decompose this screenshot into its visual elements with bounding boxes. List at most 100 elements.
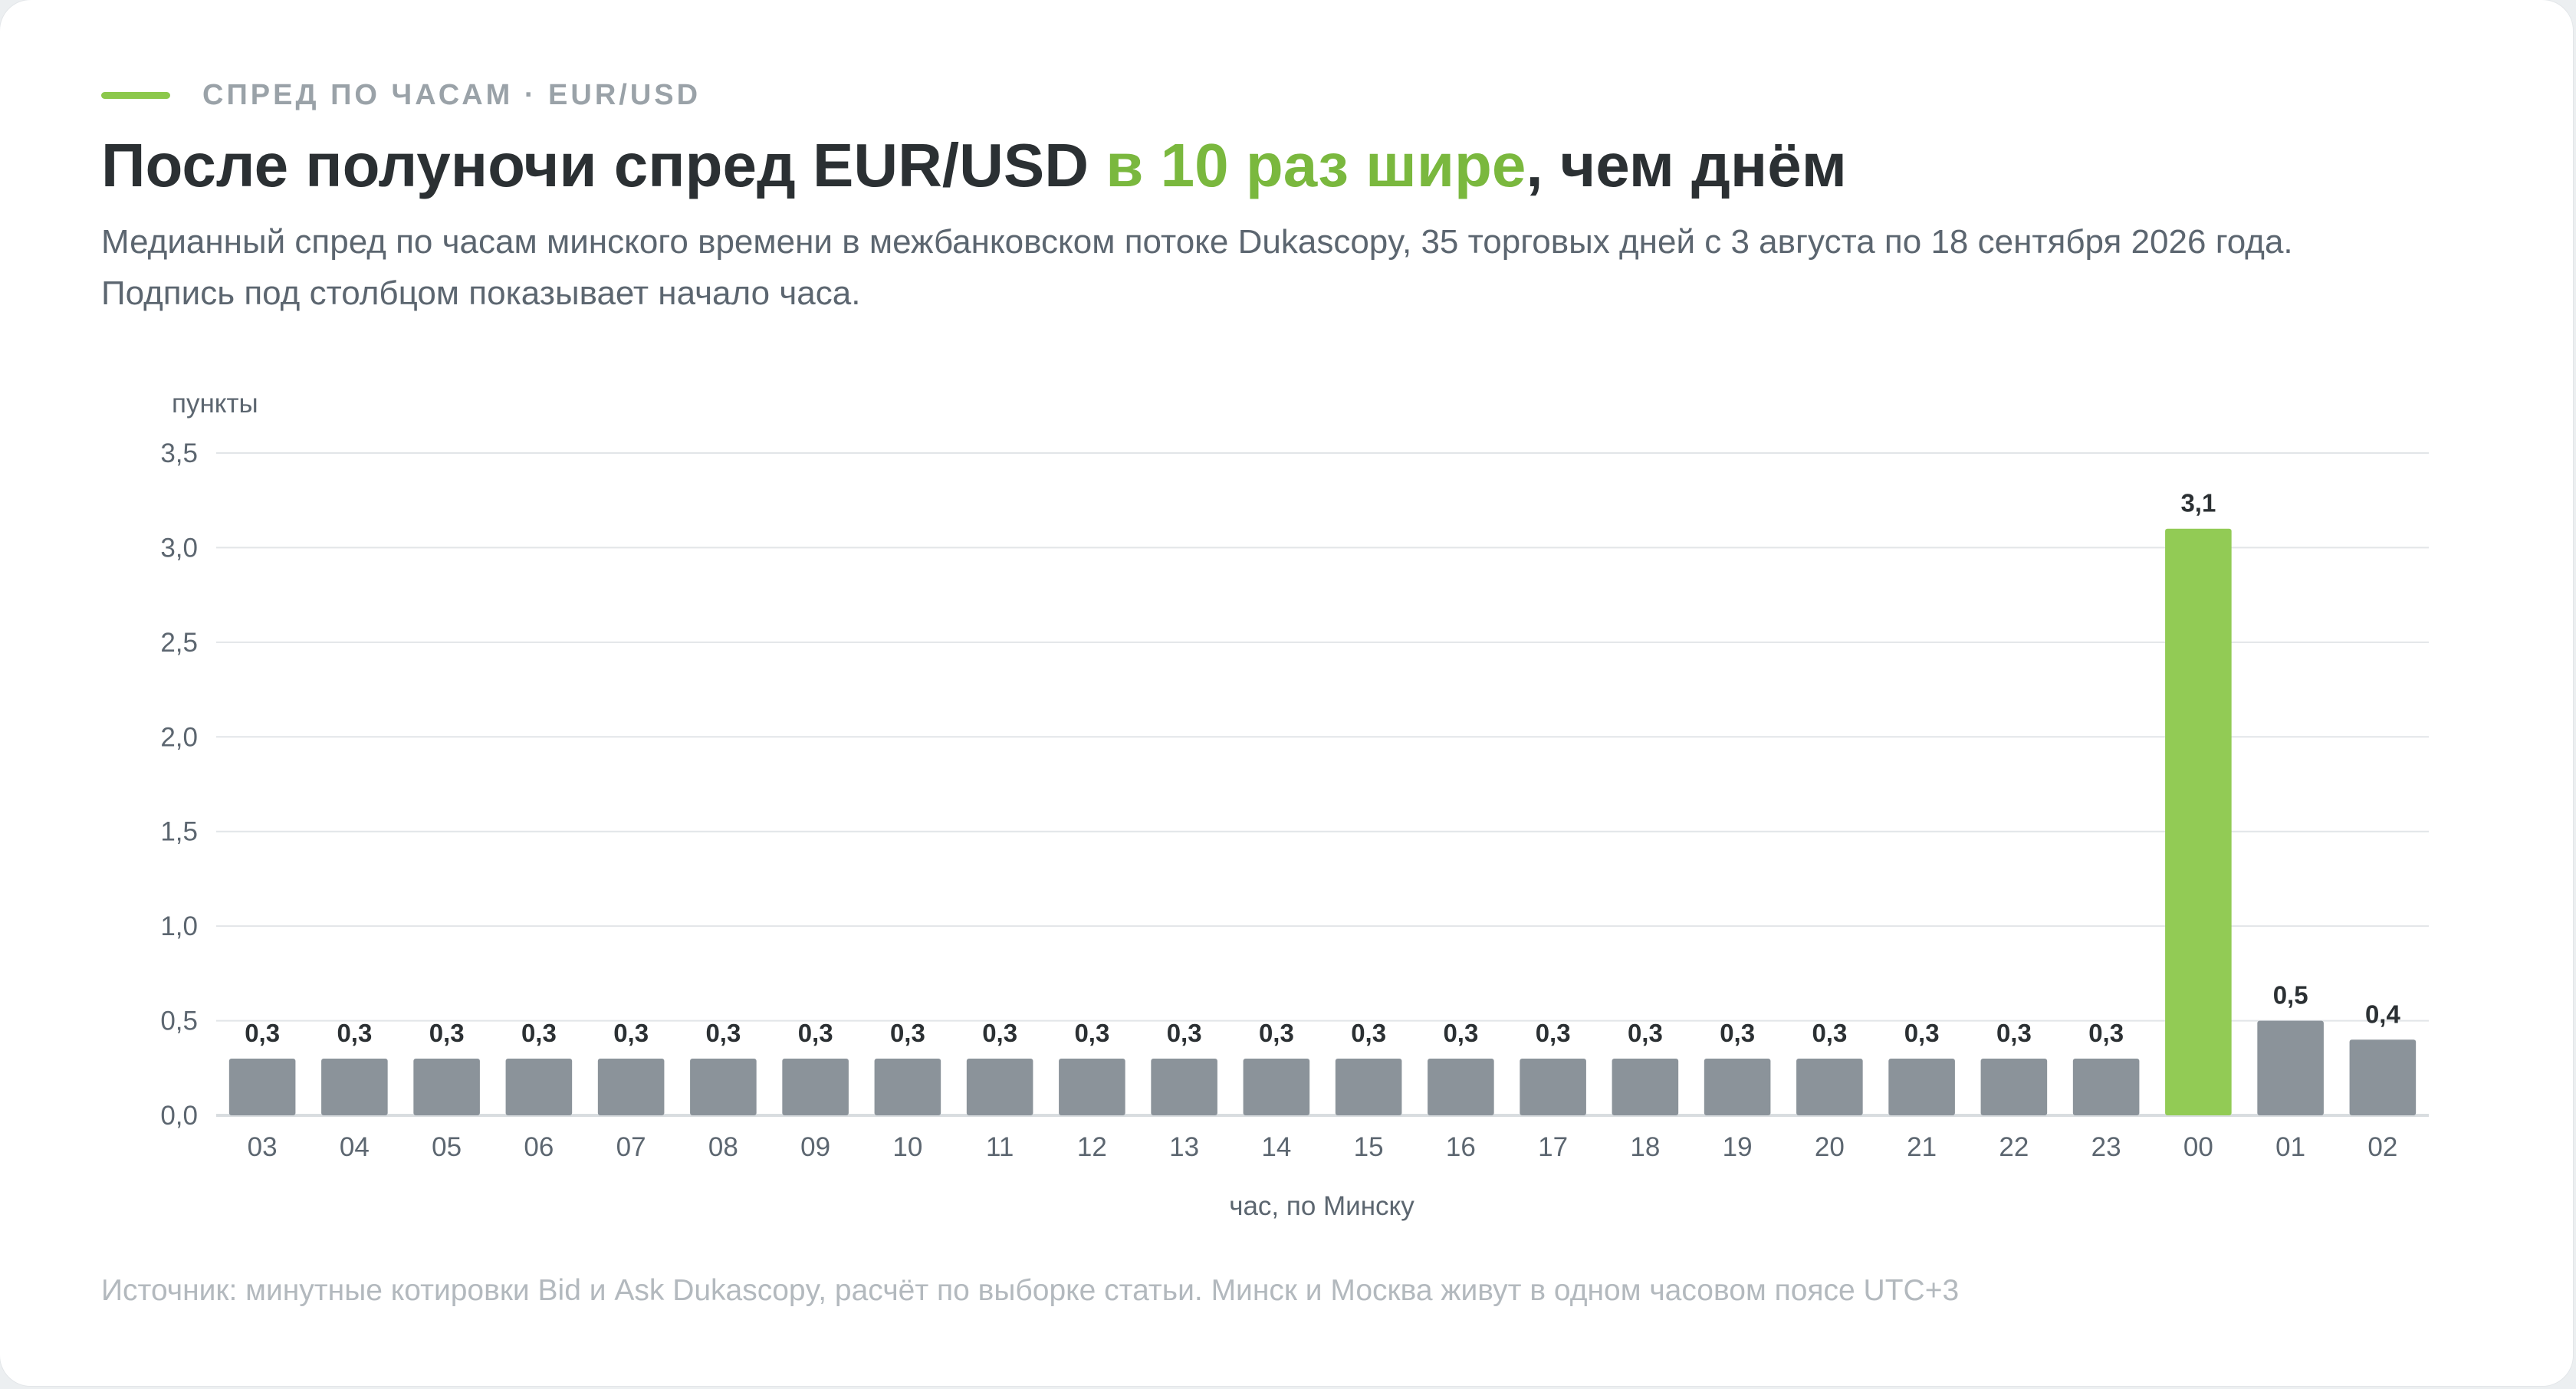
bar	[1612, 1058, 1679, 1115]
y-tick-label: 3,0	[160, 533, 198, 563]
bar	[1059, 1058, 1125, 1115]
bar	[874, 1058, 941, 1115]
bar	[1335, 1058, 1402, 1115]
x-tick-label: 23	[2091, 1132, 2121, 1162]
x-tick-label: 06	[524, 1132, 554, 1162]
y-tick-label: 2,0	[160, 722, 198, 752]
kicker-text: СПРЕД ПО ЧАСАМ · EUR/USD	[202, 78, 702, 111]
value-label: 0,3	[521, 1019, 557, 1047]
x-tick-label: 03	[248, 1132, 278, 1162]
subtitle: Медианный спред по часам минского времен…	[101, 216, 2478, 319]
x-tick-label: 14	[1261, 1132, 1291, 1162]
y-tick-label: 1,5	[160, 817, 198, 847]
bar-highlight	[2165, 528, 2232, 1115]
value-label: 0,4	[2365, 1000, 2401, 1028]
headline: После полуночи спред EUR/USD в 10 раз ши…	[101, 127, 1847, 204]
x-tick-label: 12	[1077, 1132, 1107, 1162]
bar	[1888, 1058, 1955, 1115]
bar	[1428, 1058, 1494, 1115]
value-label: 0,3	[1167, 1019, 1202, 1047]
x-tick-label: 13	[1169, 1132, 1199, 1162]
x-axis-ticks: 03 04 05 06 07 08 09 10 11 12 13 14 15 16 17 18 19 20 21 22…	[248, 1132, 2398, 1162]
bar	[690, 1058, 757, 1115]
value-label: 0,3	[1074, 1019, 1109, 1047]
bar	[1796, 1058, 1863, 1115]
bar	[1151, 1058, 1217, 1115]
kicker-accent-bar	[101, 91, 170, 99]
bar	[782, 1058, 849, 1115]
x-axis-label: час, по Минску	[1229, 1191, 1414, 1221]
kicker: СПРЕД ПО ЧАСАМ · EUR/USD	[101, 75, 701, 115]
value-label: 3,1	[2180, 489, 2216, 517]
headline-part2: , чем днём	[1526, 131, 1847, 199]
value-label: 0,3	[1443, 1019, 1478, 1047]
bar	[966, 1058, 1033, 1115]
x-tick-label: 20	[1815, 1132, 1845, 1162]
bar	[1243, 1058, 1310, 1115]
value-label: 0,3	[1536, 1019, 1571, 1047]
value-label: 0,3	[1720, 1019, 1755, 1047]
headline-part1: После полуночи спред EUR/USD	[101, 131, 1106, 199]
bar	[1980, 1058, 2048, 1115]
value-label: 0,3	[2088, 1019, 2124, 1047]
y-tick-label: 0,0	[160, 1101, 198, 1131]
bar	[1704, 1058, 1771, 1115]
value-label: 0,3	[337, 1019, 372, 1047]
bar	[505, 1058, 573, 1115]
bar	[2349, 1039, 2417, 1115]
value-label: 0,3	[798, 1019, 833, 1047]
value-label: 0,3	[1812, 1019, 1847, 1047]
bar	[1520, 1058, 1586, 1115]
value-label: 0,3	[245, 1019, 280, 1047]
y-axis-ticks: 0,0 0,5 1,0 1,5 2,0 2,5 3,0 3,5	[160, 438, 198, 1131]
value-labels: 0,3 0,3 0,3 0,3 0,3 0,3 0,3 0,3 0,3 0,3 0,3 0,3 0,3 0…	[245, 489, 2400, 1047]
bars	[228, 528, 2417, 1115]
value-label: 0,3	[1351, 1019, 1386, 1047]
x-tick-label: 09	[800, 1132, 830, 1162]
x-tick-label: 17	[1538, 1132, 1568, 1162]
value-label: 0,3	[1259, 1019, 1294, 1047]
x-tick-label: 22	[1999, 1132, 2029, 1162]
value-label: 0,3	[982, 1019, 1017, 1047]
x-tick-label: 11	[986, 1132, 1014, 1162]
x-tick-label: 19	[1723, 1132, 1753, 1162]
x-tick-label: 05	[432, 1132, 462, 1162]
x-tick-label: 15	[1354, 1132, 1384, 1162]
value-label: 0,5	[2273, 981, 2308, 1010]
value-label: 0,3	[429, 1019, 465, 1047]
bar-chart: пункты 0,00,51,01,52,02,53,03,5 0,3 0,3 0,…	[160, 389, 2429, 1221]
bar	[2257, 1020, 2324, 1115]
grid-lines	[216, 452, 2429, 1117]
x-tick-label: 18	[1630, 1132, 1660, 1162]
source-note: Источник: минутные котировки Bid и Ask D…	[101, 1274, 1960, 1307]
x-tick-label: 02	[2367, 1132, 2397, 1162]
y-tick-label: 0,5	[160, 1006, 198, 1036]
value-label: 0,3	[613, 1019, 649, 1047]
subtitle-line1: Медианный спред по часам минского времен…	[101, 223, 2293, 261]
value-label: 0,3	[1904, 1019, 1940, 1047]
y-tick-label: 3,5	[160, 438, 198, 468]
y-tick-label: 2,5	[160, 628, 198, 658]
y-tick-label: 1,0	[160, 911, 198, 941]
bar	[2072, 1058, 2140, 1115]
x-tick-label: 08	[708, 1132, 738, 1162]
bar	[321, 1058, 388, 1115]
x-tick-label: 00	[2183, 1132, 2213, 1162]
x-tick-label: 16	[1446, 1132, 1476, 1162]
y-axis-label: пункты	[172, 389, 258, 419]
x-tick-label: 04	[340, 1132, 370, 1162]
bar	[228, 1058, 296, 1115]
x-tick-label: 21	[1907, 1132, 1937, 1162]
value-label: 0,3	[705, 1019, 741, 1047]
x-tick-label: 07	[616, 1132, 646, 1162]
value-label: 0,3	[1996, 1019, 2032, 1047]
x-tick-label: 10	[892, 1132, 922, 1162]
headline-highlight: в 10 раз шире	[1106, 131, 1526, 199]
bar	[413, 1058, 480, 1115]
value-label: 0,3	[1628, 1019, 1663, 1047]
value-label: 0,3	[890, 1019, 925, 1047]
x-tick-label: 01	[2275, 1132, 2305, 1162]
bar	[597, 1058, 665, 1115]
subtitle-line2: Подпись под столбцом показывает начало ч…	[101, 274, 861, 312]
